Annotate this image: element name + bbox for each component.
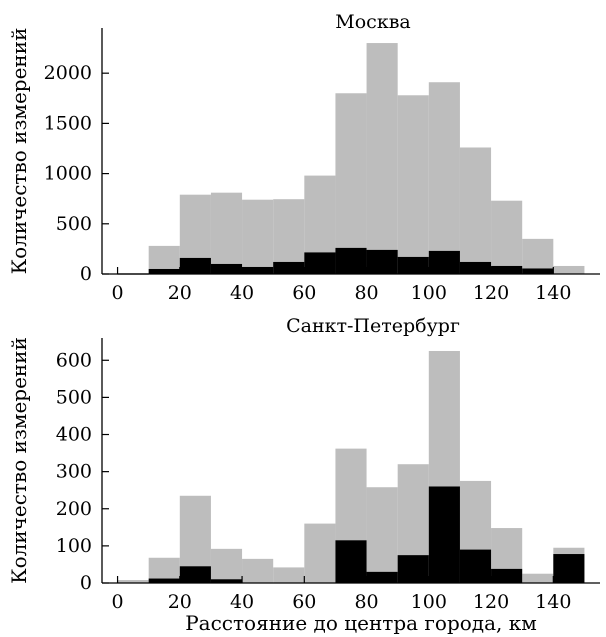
bar-highlight-2 — [179, 566, 211, 583]
y-tick-label: 600 — [56, 349, 92, 371]
x-tick-label: 80 — [354, 591, 378, 613]
x-tick-label: 0 — [112, 282, 124, 304]
bar-total-8 — [366, 43, 398, 275]
bar-total-9 — [397, 95, 429, 274]
y-tick-label: 300 — [56, 461, 92, 483]
y-tick-label: 0 — [80, 572, 92, 594]
bar-highlight-7 — [335, 540, 367, 583]
y-tick-label: 100 — [56, 535, 92, 557]
bar-highlight-2 — [179, 257, 211, 274]
bar-highlight-6 — [304, 252, 336, 274]
bar-total-5 — [273, 567, 305, 583]
y-axis-label: Количество измерений — [7, 28, 31, 275]
y-tick-label: 500 — [56, 213, 92, 235]
x-tick-label: 140 — [535, 591, 571, 613]
y-axis-label: Количество измерений — [7, 337, 31, 584]
y-tick-label: 200 — [56, 498, 92, 520]
panel-title: Москва — [335, 11, 410, 33]
bar-total-13 — [522, 573, 554, 583]
bar-total-4 — [242, 199, 274, 274]
x-tick-label: 120 — [473, 282, 509, 304]
bar-total-7 — [335, 93, 367, 274]
x-tick-label: 60 — [292, 282, 316, 304]
bar-highlight-3 — [210, 579, 243, 583]
x-tick-label: 40 — [230, 282, 254, 304]
bar-highlight-11 — [459, 261, 492, 274]
bar-highlight-11 — [459, 549, 492, 583]
bar-total-11 — [459, 147, 492, 274]
bar-highlight-8 — [366, 571, 398, 583]
x-tick-label: 20 — [168, 591, 192, 613]
panel-1: 0 500 1000 1500 2000 0 20 40 60 80 100 120 140 Москва… — [7, 11, 600, 304]
bar-total-3 — [210, 192, 243, 274]
bar-highlight-5 — [273, 261, 305, 274]
x-tick-label: 0 — [112, 591, 124, 613]
panel-title: Санкт-Петербург — [286, 315, 460, 337]
x-tick-label: 120 — [473, 591, 509, 613]
x-tick-label: 100 — [411, 282, 447, 304]
bar-highlight-7 — [335, 247, 367, 274]
bar-highlight-14 — [553, 554, 585, 583]
bar-total-0 — [117, 580, 149, 583]
bar-total-12 — [491, 200, 523, 274]
x-tick-label: 80 — [354, 282, 378, 304]
bar-highlight-12 — [491, 568, 523, 583]
bar-total-10 — [428, 82, 460, 275]
bar-highlight-9 — [397, 256, 429, 274]
bar-highlight-8 — [366, 249, 398, 274]
bar-total-5 — [273, 199, 305, 274]
y-tick-label: 400 — [56, 424, 92, 446]
bar-total-13 — [522, 238, 554, 274]
panel-2: 0 100 200 300 400 500 600 0 20 40 60 80 100 120 140 Сан… — [7, 315, 600, 635]
bar-highlight-10 — [428, 486, 460, 583]
bar-total-8 — [366, 487, 398, 583]
y-tick-label: 1500 — [44, 112, 92, 134]
bar-total-4 — [242, 558, 274, 583]
y-tick-label: 2000 — [44, 62, 92, 84]
x-tick-label: 20 — [168, 282, 192, 304]
bar-highlight-13 — [522, 268, 554, 274]
y-tick-label: 1000 — [44, 163, 92, 185]
bar-highlight-9 — [397, 555, 429, 583]
x-tick-label: 60 — [292, 591, 316, 613]
x-axis-label: Расстояние до центра города, км — [185, 611, 537, 635]
bar-total-6 — [304, 523, 336, 583]
bar-total-3 — [210, 548, 243, 583]
bar-highlight-10 — [428, 250, 460, 274]
x-tick-label: 140 — [535, 282, 571, 304]
bar-total-14 — [553, 265, 585, 274]
x-tick-label: 40 — [230, 591, 254, 613]
bar-highlight-1 — [148, 578, 180, 583]
bar-highlight-1 — [148, 268, 180, 274]
y-tick-label: 0 — [80, 263, 92, 285]
bar-highlight-3 — [210, 263, 243, 274]
y-tick-label: 500 — [56, 386, 92, 408]
bar-highlight-4 — [242, 266, 274, 274]
bar-highlight-12 — [491, 265, 523, 274]
x-tick-label: 100 — [411, 591, 447, 613]
